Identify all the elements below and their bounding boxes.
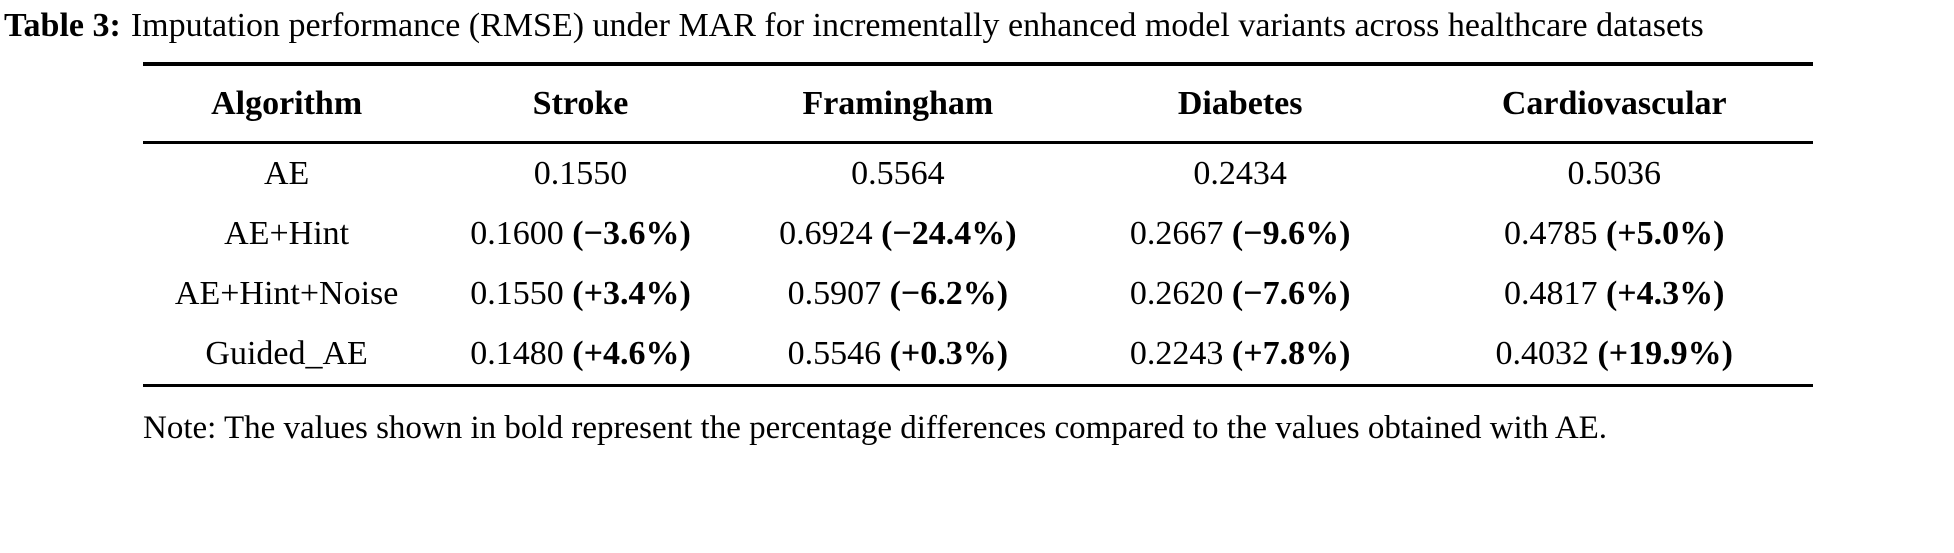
rmse-value: 0.5036 bbox=[1567, 155, 1662, 192]
table-row-ae: AE 0.1550 0.5564 0.2434 0.5036 bbox=[143, 143, 1813, 205]
table-caption-text: Imputation performance (RMSE) under MAR … bbox=[130, 7, 1704, 44]
pct-diff: (+4.6%) bbox=[572, 335, 691, 372]
value-cell: 0.2620 (−7.6%) bbox=[1065, 264, 1416, 324]
rmse-value: 0.2620 bbox=[1129, 275, 1224, 312]
pct-diff: (+5.0%) bbox=[1605, 215, 1725, 252]
rmse-value: 0.1550 bbox=[533, 155, 628, 192]
rmse-value: 0.6924 bbox=[779, 215, 873, 252]
rmse-value: 0.4785 bbox=[1503, 215, 1598, 252]
header-row: Algorithm Stroke Framingham Diabetes Car… bbox=[143, 64, 1813, 143]
value-cell: 0.1550 (+3.4%) bbox=[430, 264, 731, 324]
table-row-guided-ae: Guided_AE 0.1480 (+4.6%) 0.5546 (+0.3%) … bbox=[143, 324, 1813, 386]
value-cell: 0.5564 bbox=[731, 143, 1065, 205]
rmse-value: 0.5546 bbox=[787, 335, 882, 372]
value-cell: 0.5546 (+0.3%) bbox=[731, 324, 1065, 386]
pct-diff: (−7.6%) bbox=[1231, 275, 1351, 312]
value-cell: 0.6924 (−24.4%) bbox=[731, 204, 1065, 264]
rmse-value: 0.2243 bbox=[1129, 335, 1224, 372]
pct-diff: (−9.6%) bbox=[1231, 215, 1351, 252]
algorithm-cell: AE+Hint bbox=[224, 215, 350, 252]
rmse-value: 0.4032 bbox=[1495, 335, 1589, 372]
value-cell: 0.5036 bbox=[1416, 143, 1813, 205]
value-cell: 0.2434 bbox=[1065, 143, 1416, 205]
pct-diff: (−24.4%) bbox=[881, 215, 1017, 252]
algorithm-cell: Guided_AE bbox=[205, 335, 368, 372]
table-row-ae-hint-noise: AE+Hint+Noise 0.1550 (+3.4%) 0.5907 (−6.… bbox=[143, 264, 1813, 324]
col-header-diabetes: Diabetes bbox=[1177, 84, 1303, 122]
algorithm-cell: AE+Hint+Noise bbox=[174, 275, 399, 312]
table-caption-label: Table 3: bbox=[4, 7, 121, 44]
value-cell: 0.4817 (+4.3%) bbox=[1416, 264, 1813, 324]
rmse-value: 0.5907 bbox=[787, 275, 882, 312]
rmse-value: 0.2667 bbox=[1129, 215, 1224, 252]
col-header-framingham: Framingham bbox=[802, 84, 994, 122]
rmse-value: 0.5564 bbox=[851, 155, 945, 192]
rmse-value: 0.1550 bbox=[470, 275, 564, 312]
rmse-value: 0.2434 bbox=[1193, 155, 1287, 192]
pct-diff: (+0.3%) bbox=[889, 335, 1009, 372]
value-cell: 0.2667 (−9.6%) bbox=[1065, 204, 1416, 264]
value-cell: 0.2243 (+7.8%) bbox=[1065, 324, 1416, 386]
col-header-stroke: Stroke bbox=[532, 84, 629, 122]
table-note: Note: The values shown in bold represent… bbox=[143, 410, 1608, 446]
table-row-ae-hint: AE+Hint 0.1600 (−3.6%) 0.6924 (−24.4%) 0… bbox=[143, 204, 1813, 264]
value-cell: 0.4785 (+5.0%) bbox=[1416, 204, 1813, 264]
pct-diff: (+19.9%) bbox=[1597, 335, 1734, 372]
pct-diff: (+7.8%) bbox=[1231, 335, 1351, 372]
value-cell: 0.1600 (−3.6%) bbox=[430, 204, 731, 264]
rmse-value: 0.1480 bbox=[470, 335, 564, 372]
table-caption: Table 3: Imputation performance (RMSE) un… bbox=[0, 0, 1954, 49]
pct-diff: (+4.3%) bbox=[1605, 275, 1725, 312]
results-table: Algorithm Stroke Framingham Diabetes Car… bbox=[143, 62, 1813, 387]
pct-diff: (−6.2%) bbox=[889, 275, 1009, 312]
rmse-value: 0.4817 bbox=[1503, 275, 1598, 312]
value-cell: 0.1480 (+4.6%) bbox=[430, 324, 731, 386]
col-header-cardiovascular: Cardiovascular bbox=[1501, 84, 1727, 122]
value-cell: 0.1550 bbox=[430, 143, 731, 205]
algorithm-cell: AE bbox=[263, 155, 310, 192]
value-cell: 0.5907 (−6.2%) bbox=[731, 264, 1065, 324]
col-header-algorithm: Algorithm bbox=[211, 84, 363, 122]
pct-diff: (+3.4%) bbox=[572, 275, 691, 312]
rmse-value: 0.1600 bbox=[470, 215, 564, 252]
pct-diff: (−3.6%) bbox=[572, 215, 691, 252]
value-cell: 0.4032 (+19.9%) bbox=[1416, 324, 1813, 386]
